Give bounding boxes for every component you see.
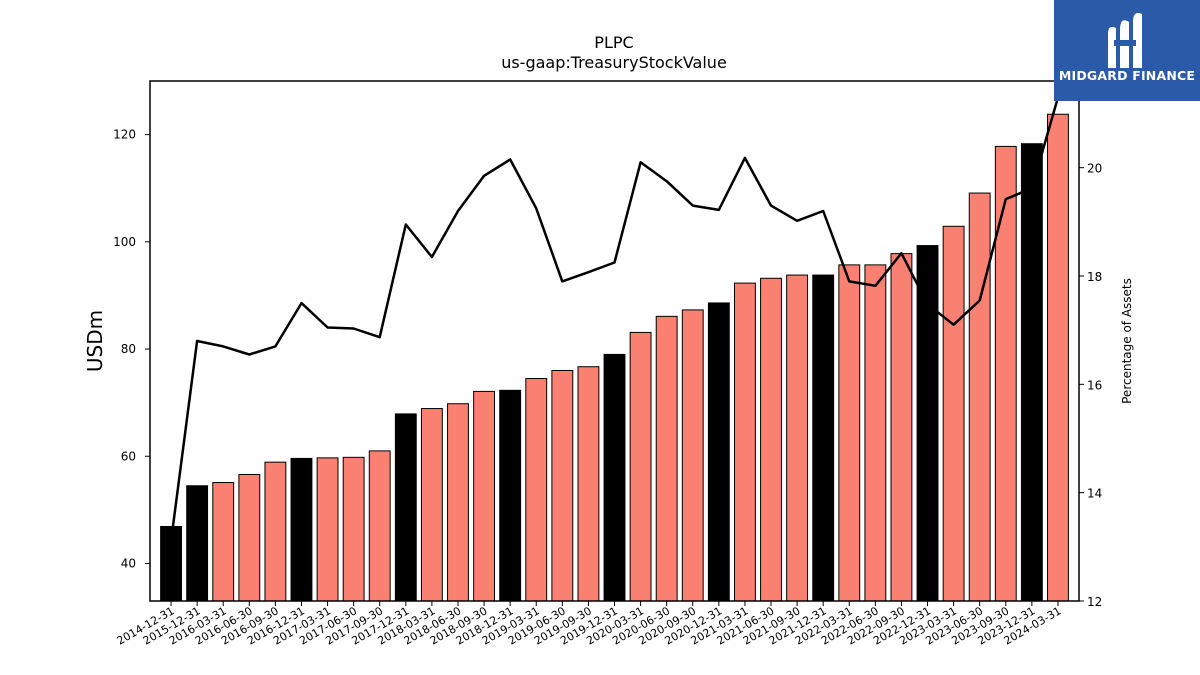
bar-2019-12-31 — [603, 353, 626, 602]
y-tick-label-right: 16 — [1087, 378, 1102, 392]
y-axis-label-left: USDm — [83, 310, 107, 372]
bar-2024-03-31 — [1047, 113, 1069, 602]
bar-2023-12-31 — [1020, 143, 1043, 602]
bar-2016-06-30 — [238, 473, 261, 602]
bar-2019-03-31 — [525, 378, 548, 602]
bar-2019-06-30 — [551, 369, 574, 602]
bar-series — [160, 113, 1069, 602]
bar-2018-06-30 — [447, 403, 469, 602]
bar-2017-12-31 — [394, 413, 417, 602]
logo-text: MIDGARD FINANCE — [1058, 68, 1196, 83]
y-tick-label-left: 60 — [121, 449, 136, 463]
bar-2016-09-30 — [264, 461, 287, 602]
y-tick-label-left: 80 — [121, 342, 136, 356]
midgard-finance-logo: MIDGARD FINANCE — [1054, 0, 1200, 101]
bar-2020-03-31 — [629, 331, 652, 602]
bar-2020-12-31 — [707, 302, 730, 602]
line-series — [169, 96, 1060, 542]
bar-2023-03-31 — [942, 225, 965, 602]
bar-2021-03-31 — [733, 282, 756, 602]
bar-2017-06-30 — [342, 456, 365, 602]
y-tick-label-right: 20 — [1087, 162, 1102, 176]
bar-2023-06-30 — [968, 192, 991, 602]
bar-2015-12-31 — [186, 485, 209, 602]
y-tick-label-left: 120 — [113, 128, 136, 142]
bar-2022-09-30 — [890, 253, 913, 602]
bar-2020-06-30 — [655, 315, 678, 602]
bar-2018-03-31 — [420, 408, 443, 602]
y-tick-label-right: 12 — [1087, 595, 1102, 609]
bar-2021-06-30 — [760, 277, 782, 602]
percentage-line — [169, 96, 1060, 542]
bar-2021-12-31 — [812, 274, 835, 602]
bar-2018-12-31 — [499, 389, 522, 602]
midgard-m-logo-icon — [1108, 13, 1142, 68]
bar-2016-03-31 — [212, 482, 235, 602]
bar-2023-09-30 — [994, 145, 1017, 602]
y-tick-label-left: 40 — [121, 556, 136, 570]
chart-title: PLPC — [594, 33, 633, 52]
bar-2017-03-31 — [316, 457, 339, 602]
bar-2022-03-31 — [838, 264, 861, 602]
bar-2018-09-30 — [473, 390, 496, 602]
bar-2017-09-30 — [368, 450, 391, 602]
bar-2022-06-30 — [864, 264, 887, 602]
bar-2021-09-30 — [786, 274, 809, 602]
bar-2019-09-30 — [577, 366, 600, 602]
y-axis-label-right: Percentage of Assets — [1120, 278, 1134, 404]
bar-2022-12-31 — [916, 245, 939, 602]
axes: 40608010012012141618202014-12-312015-12-… — [113, 80, 1102, 648]
y-tick-label-left: 100 — [113, 235, 136, 249]
bar-2020-09-30 — [681, 309, 704, 602]
y-tick-label-right: 18 — [1087, 270, 1102, 284]
chart-subtitle: us-gaap:TreasuryStockValue — [501, 53, 727, 72]
y-tick-label-right: 14 — [1087, 487, 1102, 501]
bar-2016-12-31 — [290, 457, 313, 602]
